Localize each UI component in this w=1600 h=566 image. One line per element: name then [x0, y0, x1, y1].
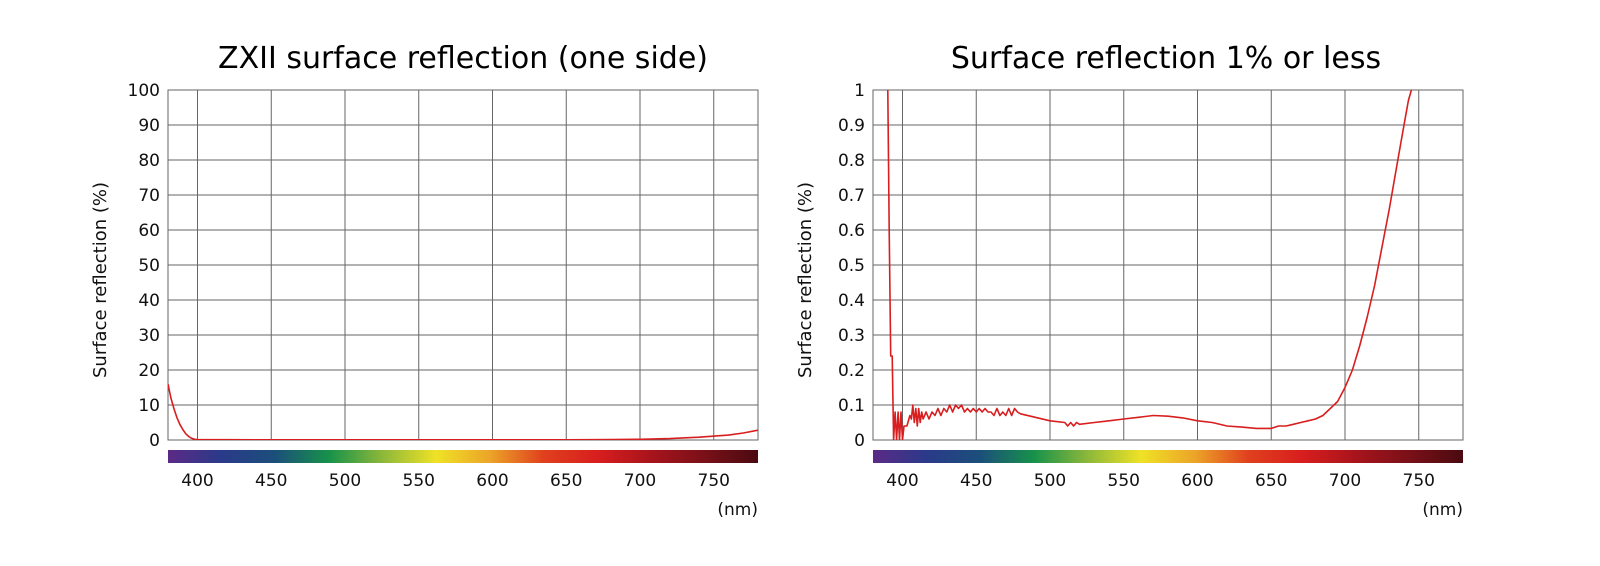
y-axis-label: Surface reflection (%)	[90, 182, 111, 378]
y-tick-label: 0.5	[838, 256, 865, 276]
plot-frame	[872, 89, 1464, 441]
y-tick-label: 1	[854, 81, 865, 101]
x-tick-label: 550	[403, 471, 435, 491]
x-tick-label: 450	[960, 471, 992, 491]
series-line	[887, 89, 1413, 440]
y-tick-label: 40	[138, 291, 160, 311]
y-tick-label: 20	[138, 361, 160, 381]
x-tick-label: 550	[1108, 471, 1140, 491]
y-tick-label: 0	[854, 431, 865, 451]
y-tick-label: 70	[138, 186, 160, 206]
y-tick-label: 30	[138, 326, 160, 346]
y-tick-label: 0.6	[838, 221, 865, 241]
chart-title: Surface reflection 1% or less	[951, 41, 1381, 76]
x-tick-label: 750	[698, 471, 730, 491]
y-tick-label: 0.9	[838, 116, 865, 136]
y-tick-label: 0.7	[838, 186, 865, 206]
y-tick-label: 50	[138, 256, 160, 276]
series-line	[168, 383, 758, 440]
x-tick-label: 500	[329, 471, 361, 491]
y-tick-label: 0.1	[838, 396, 865, 416]
x-tick-label: 600	[1181, 471, 1213, 491]
y-tick-label: 90	[138, 116, 160, 136]
spectrum-bar	[168, 450, 758, 463]
x-tick-label: 650	[550, 471, 582, 491]
chart-1: ZXII surface reflection (one side) 0 10 20 3…	[90, 41, 759, 520]
y-tick-label: 10	[138, 396, 160, 416]
x-tick-label: 400	[181, 471, 213, 491]
x-unit-label: (nm)	[717, 500, 758, 520]
y-tick-label: 60	[138, 221, 160, 241]
x-tick-label: 600	[476, 471, 508, 491]
chart-title: ZXII surface reflection (one side)	[218, 41, 708, 76]
x-tick-label: 500	[1034, 471, 1066, 491]
spectrum-bar	[873, 450, 1463, 463]
y-tick-label: 0	[149, 431, 160, 451]
x-tick-label: 700	[624, 471, 656, 491]
x-tick-label: 750	[1403, 471, 1435, 491]
y-tick-label: 100	[128, 81, 160, 101]
y-tick-label: 0.4	[838, 291, 865, 311]
y-tick-label: 0.8	[838, 151, 865, 171]
y-tick-label: 0.2	[838, 361, 865, 381]
chart-2: Surface reflection 1% or less 0 0.1 0.2 0.3 0…	[795, 41, 1464, 520]
x-tick-label: 650	[1255, 471, 1287, 491]
y-tick-label: 0.3	[838, 326, 865, 346]
x-tick-label: 450	[255, 471, 287, 491]
y-tick-label: 80	[138, 151, 160, 171]
x-tick-label: 400	[886, 471, 918, 491]
y-axis-label: Surface reflection (%)	[795, 182, 816, 378]
x-unit-label: (nm)	[1422, 500, 1463, 520]
x-tick-label: 700	[1329, 471, 1361, 491]
